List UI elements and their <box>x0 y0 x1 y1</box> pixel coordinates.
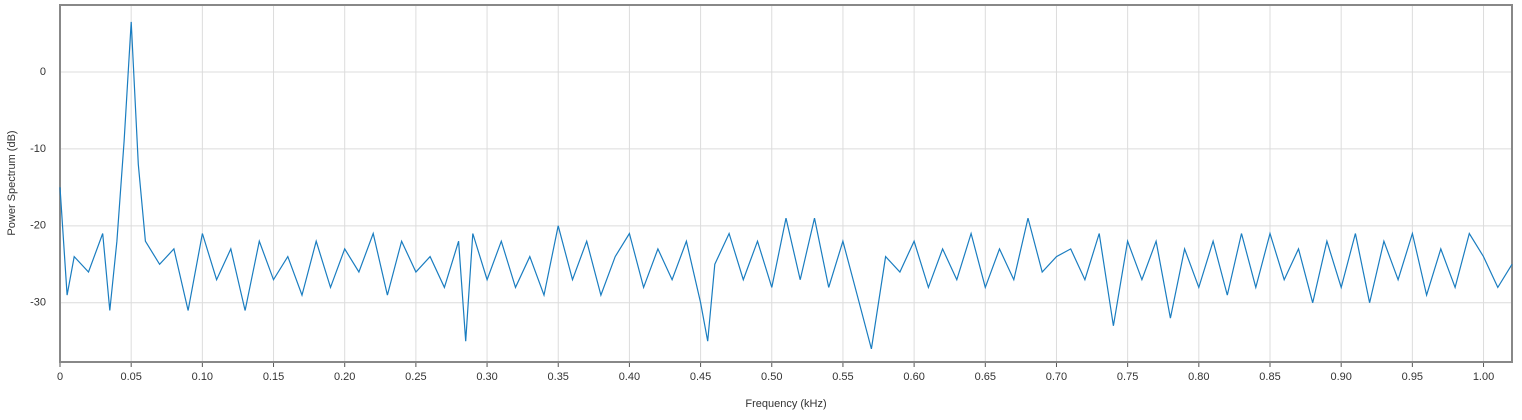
y-tick-label: -10 <box>30 143 46 155</box>
plot-frame <box>59 4 1513 363</box>
x-tick-label: 0.40 <box>619 371 640 383</box>
y-tick-label: -20 <box>30 220 46 232</box>
x-tick-label: 0.65 <box>975 371 996 383</box>
x-tick-label: 0.70 <box>1046 371 1067 383</box>
x-tick-label: 0.25 <box>405 371 426 383</box>
x-tick-label: 0.60 <box>903 371 924 383</box>
x-tick-label: 0.45 <box>690 371 711 383</box>
x-tick-label: 0.35 <box>548 371 569 383</box>
x-tick-label: 1.00 <box>1473 371 1494 383</box>
x-tick-label: 0.55 <box>832 371 853 383</box>
line-series <box>59 21 1513 350</box>
x-tick-label: 0.90 <box>1330 371 1351 383</box>
x-tick-label: 0.30 <box>476 371 497 383</box>
x-axis-label: Frequency (kHz) <box>745 398 826 410</box>
x-tick-label: 0.80 <box>1188 371 1209 383</box>
x-tick-label: 0.10 <box>192 371 213 383</box>
x-tick-label: 0.20 <box>334 371 355 383</box>
x-tick-label: 0.50 <box>761 371 782 383</box>
x-tick-label: 0 <box>57 371 63 383</box>
x-tick-label: 0.95 <box>1402 371 1423 383</box>
x-tick-label: 0.05 <box>120 371 141 383</box>
y-tick-label: -30 <box>30 297 46 309</box>
x-tick-label: 0.75 <box>1117 371 1138 383</box>
y-axis-label: Power Spectrum (dB) <box>6 130 18 235</box>
y-tick-label: 0 <box>40 66 46 78</box>
x-tick-label: 0.15 <box>263 371 284 383</box>
x-tick-label: 0.85 <box>1259 371 1280 383</box>
